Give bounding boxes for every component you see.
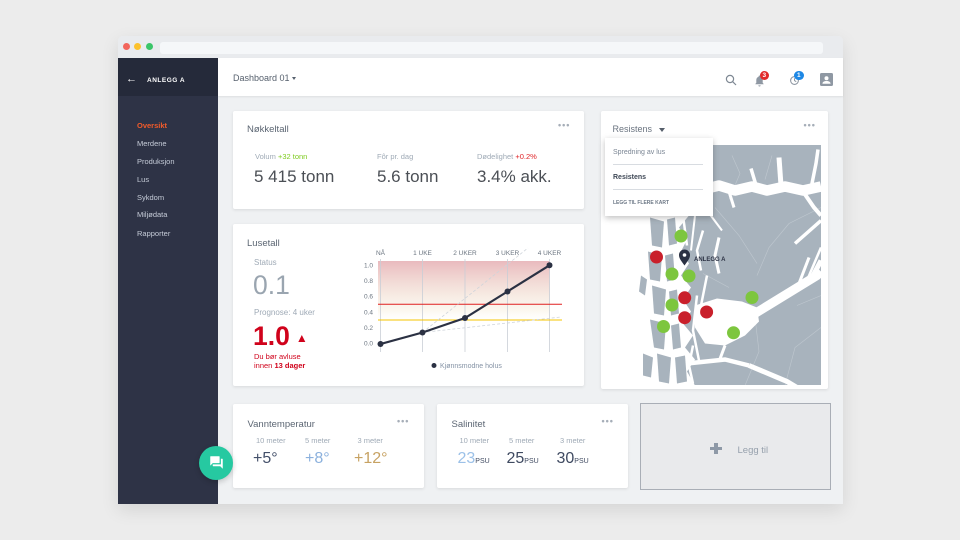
svg-text:NÅ: NÅ: [376, 248, 386, 257]
svg-text:1.0: 1.0: [364, 263, 373, 270]
svg-text:0.4: 0.4: [364, 310, 373, 317]
svg-text:ANLEGG A: ANLEGG A: [694, 257, 726, 263]
svg-text:0.0: 0.0: [364, 341, 373, 348]
svg-text:Kjønnsmodne holus: Kjønnsmodne holus: [440, 363, 502, 370]
svg-text:2 UKER: 2 UKER: [453, 250, 477, 257]
svg-text:4 UKER: 4 UKER: [538, 250, 562, 257]
svg-text:0.2: 0.2: [364, 325, 373, 332]
svg-text:0.6: 0.6: [364, 294, 373, 301]
svg-text:1 UKE: 1 UKE: [413, 250, 432, 257]
svg-text:3 UKER: 3 UKER: [496, 250, 520, 257]
svg-text:0.8: 0.8: [364, 278, 373, 285]
